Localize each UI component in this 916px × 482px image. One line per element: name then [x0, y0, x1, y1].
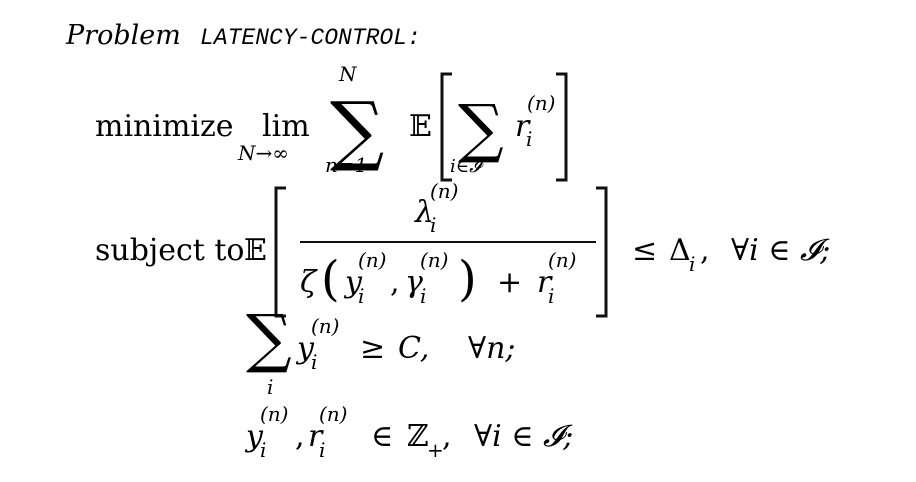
right-bracket-2: [596, 186, 608, 318]
den-r-superscript: (n): [548, 248, 577, 272]
left-bracket: [440, 72, 452, 182]
inner-sum-bottom: i∈𝓘: [450, 156, 487, 177]
objective-row: minimize lim N→∞ ∑ N n=1 𝔼 ∑ i∈𝓘 r i (n): [95, 62, 568, 182]
forall-i-3: ∀i ∈ 𝓘;: [474, 419, 573, 454]
delta-comma: ,: [700, 233, 710, 268]
numerator-subscript: i: [430, 213, 436, 237]
y-variable-3: y: [244, 419, 264, 454]
comma-3: ,: [295, 419, 305, 454]
den-arg2-superscript: (n): [420, 248, 449, 272]
y-subscript-3: i: [260, 438, 266, 462]
integer-set-subscript: +: [427, 438, 444, 462]
le-relation: ≤: [632, 233, 657, 268]
ge-relation: ≥: [360, 331, 385, 366]
sum-symbol-2: ∑: [246, 302, 292, 376]
right-bracket: [556, 72, 568, 182]
delta-subscript: i: [689, 252, 695, 276]
minimize-keyword: minimize: [95, 109, 234, 144]
r-superscript-3: (n): [319, 402, 348, 426]
objective-variable: r: [515, 109, 531, 144]
forall-n: ∀n;: [468, 331, 516, 366]
problem-label: Problem: [65, 20, 181, 51]
r-variable-3: r: [308, 419, 324, 454]
y-superscript: (n): [311, 314, 340, 338]
r-subscript-3: i: [319, 438, 325, 462]
outer-sum-symbol: ∑: [330, 85, 384, 174]
zeta-function: ζ: [300, 265, 318, 300]
sum-subscript-2: i: [267, 375, 273, 399]
delta-bound: Δ: [669, 233, 691, 268]
den-arg1-superscript: (n): [358, 248, 387, 272]
y-subscript: i: [311, 350, 317, 374]
den-comma: ,: [390, 265, 400, 300]
outer-sum-top: N: [338, 62, 358, 86]
den-gamma: γ: [405, 265, 423, 300]
lim-subscript: N→∞: [237, 141, 289, 165]
expectation-symbol: 𝔼: [409, 109, 432, 144]
y-variable: y: [295, 331, 315, 366]
capacity-c: C,: [398, 331, 429, 366]
den-plus: +: [497, 265, 522, 300]
numerator-lambda: λ: [414, 195, 434, 230]
right-paren: ): [458, 251, 477, 307]
constraint-row-2: ∑ i y i (n) ≥ C, ∀n;: [246, 302, 516, 399]
expectation-symbol-2: 𝔼: [244, 233, 267, 268]
in-relation: ∈: [371, 419, 393, 454]
objective-variable-subscript: i: [526, 127, 532, 151]
constraint-row-3: y i (n) , r i (n) ∈ ℤ + , ∀i ∈ 𝓘;: [244, 402, 573, 462]
subject-to-keyword: subject to: [95, 233, 245, 268]
den-r: r: [537, 265, 553, 300]
den-arg1-subscript: i: [358, 284, 364, 308]
den-arg2-subscript: i: [420, 284, 426, 308]
integer-set-comma: ,: [442, 419, 452, 454]
den-r-subscript: i: [548, 284, 554, 308]
forall-i-1: ∀i ∈ 𝓘;: [731, 233, 830, 268]
outer-sum-bottom: n=1: [325, 153, 367, 177]
problem-name: LATENCY-CONTROL:: [200, 25, 421, 51]
constraint-row-1: subject to 𝔼 λ i (n) ζ ( y i (n) , γ i (…: [95, 179, 830, 318]
numerator-superscript: (n): [430, 179, 459, 203]
left-bracket-2: [274, 186, 286, 318]
problem-header: Problem LATENCY-CONTROL:: [65, 20, 421, 51]
inner-sum-symbol: ∑: [458, 92, 504, 166]
lim-operator: lim: [262, 109, 310, 144]
left-paren: (: [321, 251, 340, 307]
integer-set: ℤ: [407, 419, 429, 454]
objective-variable-superscript: (n): [527, 91, 556, 115]
y-superscript-3: (n): [260, 402, 289, 426]
den-arg1: y: [343, 265, 363, 300]
